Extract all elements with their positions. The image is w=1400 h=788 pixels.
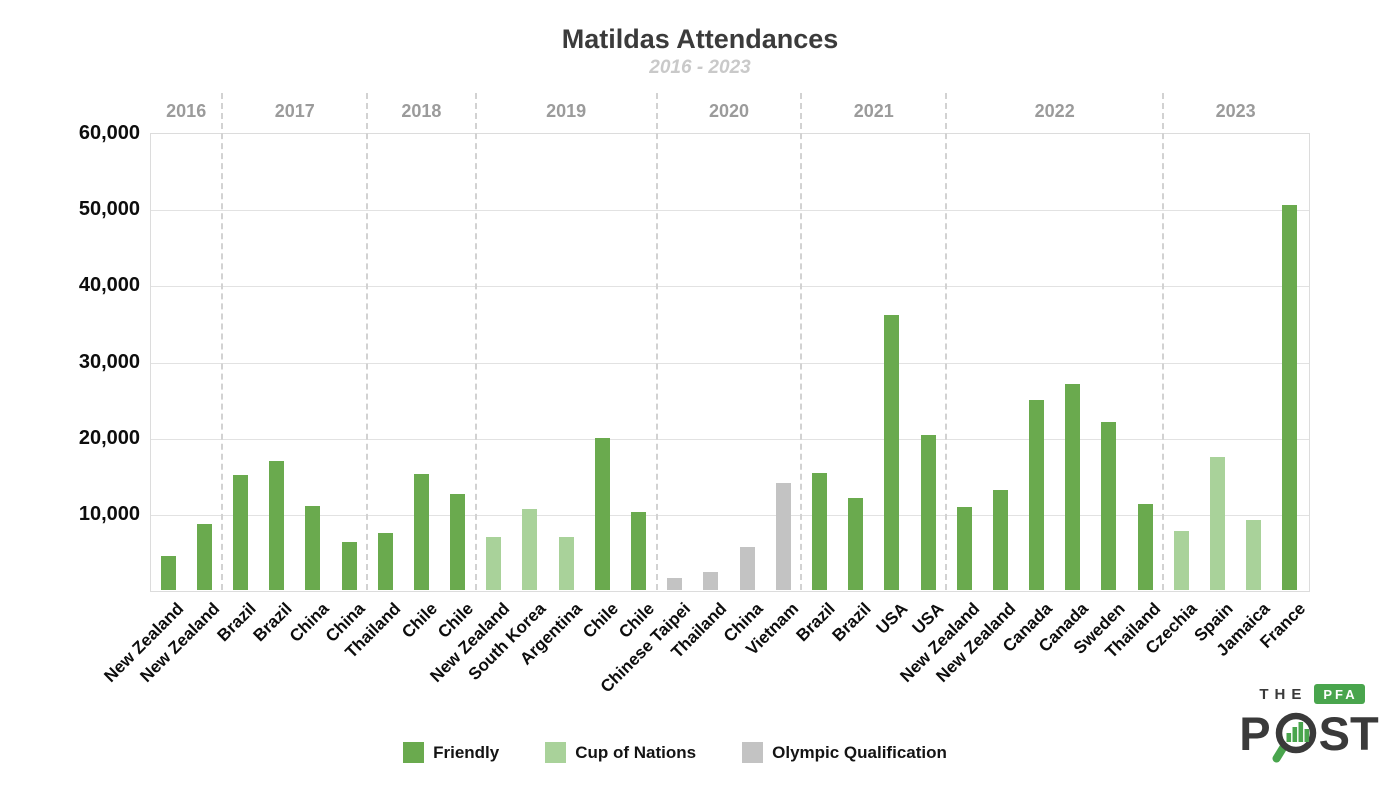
logo-post-p: P bbox=[1239, 706, 1271, 760]
y-axis-tick-label: 30,000 bbox=[78, 350, 140, 373]
bar-2022-canada bbox=[1029, 399, 1045, 590]
year-group-label: 2018 bbox=[401, 101, 442, 121]
bar-2017-brazil bbox=[232, 474, 248, 590]
y-gridline bbox=[151, 210, 1309, 212]
y-gridline bbox=[151, 286, 1309, 288]
bar-2023-jamaica bbox=[1246, 519, 1262, 590]
bar-2019-chile bbox=[631, 511, 647, 590]
year-group-label: 2016 bbox=[166, 101, 207, 121]
y-gridline bbox=[151, 514, 1309, 516]
bar-2020-china bbox=[739, 546, 755, 590]
chart-legend: Friendly Cup of Nations Olympic Qualific… bbox=[0, 742, 1350, 763]
bar-2020-thailand bbox=[703, 572, 719, 590]
olympic-qualification-swatch-icon bbox=[742, 742, 764, 763]
year-group-label: 2022 bbox=[1034, 101, 1075, 121]
year-separator-line bbox=[474, 93, 477, 590]
year-separator-line bbox=[221, 93, 224, 590]
x-axis-tick-label: Brazil bbox=[213, 599, 260, 646]
bar-2017-brazil bbox=[269, 461, 285, 590]
year-separator-line bbox=[1162, 93, 1165, 590]
year-separator-line bbox=[945, 93, 948, 590]
chart-subtitle: 2016 - 2023 bbox=[649, 57, 751, 78]
logo-pfa-badge: PFA bbox=[1314, 684, 1365, 704]
legend-label: Olympic Qualification bbox=[772, 742, 947, 762]
legend-item-cup-of-nations: Cup of Nations bbox=[545, 742, 696, 763]
bar-2023-spain bbox=[1210, 457, 1226, 590]
bar-2023-france bbox=[1282, 204, 1298, 590]
bar-2022-new-zealand bbox=[956, 506, 972, 590]
logo-top-row: THE PFA bbox=[1238, 684, 1380, 704]
bar-2019-argentina bbox=[558, 536, 574, 590]
x-axis-tick-label: Chile bbox=[578, 599, 622, 642]
year-group-label: 2023 bbox=[1215, 101, 1256, 121]
the-pfa-post-logo: THE PFA P ST bbox=[1238, 684, 1380, 763]
y-axis-tick-label: 60,000 bbox=[78, 122, 140, 144]
bar-2018-chile bbox=[413, 474, 429, 590]
y-axis-tick-label: 40,000 bbox=[78, 274, 140, 297]
year-separator-line bbox=[366, 93, 369, 590]
y-gridline bbox=[151, 438, 1309, 440]
cup-of-nations-swatch-icon bbox=[545, 742, 567, 763]
bar-2019-south-korea bbox=[522, 509, 538, 590]
y-axis-tick-label: 50,000 bbox=[78, 198, 140, 221]
legend-label: Cup of Nations bbox=[575, 742, 697, 762]
bar-2022-new-zealand bbox=[992, 490, 1008, 590]
bar-2022-sweden bbox=[1101, 422, 1117, 590]
year-group-label: 2017 bbox=[274, 101, 315, 121]
legend-item-friendly: Friendly bbox=[403, 742, 499, 763]
year-separator-line bbox=[800, 93, 803, 590]
y-gridline bbox=[151, 362, 1309, 364]
chart-title: Matildas Attendances bbox=[561, 24, 839, 54]
x-axis-tick-label: China bbox=[285, 599, 333, 646]
x-axis-tick-label: Chile bbox=[398, 599, 441, 642]
year-group-label: 2019 bbox=[546, 101, 587, 121]
plot-area bbox=[150, 133, 1310, 592]
bar-2019-new-zealand bbox=[486, 537, 502, 590]
bar-2021-usa bbox=[920, 434, 936, 590]
x-axis-tick-label: Brazil bbox=[792, 599, 839, 646]
y-axis-tick-label: 20,000 bbox=[78, 426, 140, 449]
logo-post-st: ST bbox=[1318, 706, 1379, 760]
friendly-swatch-icon bbox=[403, 742, 425, 763]
bar-2017-china bbox=[305, 506, 321, 590]
bar-2022-canada bbox=[1065, 384, 1081, 590]
bar-2020-vietnam bbox=[775, 483, 791, 590]
logo-post-row: P ST bbox=[1238, 705, 1380, 763]
x-axis-tick-label: USA bbox=[872, 599, 912, 638]
x-axis-tick-label: Brazil bbox=[249, 599, 297, 646]
magnifier-bar-chart-icon bbox=[1272, 710, 1318, 766]
bar-2023-czechia bbox=[1173, 530, 1189, 590]
bar-2021-usa bbox=[884, 315, 900, 590]
bar-2021-brazil bbox=[811, 473, 827, 590]
bar-2016-new-zealand bbox=[160, 555, 176, 590]
year-group-label: 2020 bbox=[708, 101, 750, 121]
logo-the-text: THE bbox=[1259, 685, 1308, 703]
year-group-label: 2021 bbox=[853, 101, 894, 121]
bar-2017-china bbox=[341, 542, 357, 590]
bar-2021-brazil bbox=[848, 497, 864, 590]
y-axis-tick-label: 10,000 bbox=[78, 502, 140, 525]
year-separator-line bbox=[655, 93, 658, 590]
bar-2019-chile bbox=[594, 437, 610, 590]
bar-2018-chile bbox=[450, 494, 466, 590]
bar-2022-thailand bbox=[1137, 503, 1153, 590]
legend-label: Friendly bbox=[433, 742, 500, 762]
bar-2016-new-zealand bbox=[196, 523, 212, 590]
x-axis-tick-label: Brazil bbox=[828, 599, 876, 646]
bar-2018-thailand bbox=[377, 532, 393, 590]
legend-item-olympic-qualification: Olympic Qualification bbox=[742, 742, 947, 763]
bar-2020-chinese-taipei bbox=[667, 577, 683, 590]
